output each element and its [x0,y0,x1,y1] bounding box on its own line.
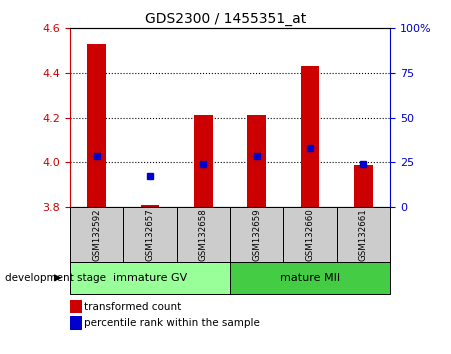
Text: development stage: development stage [5,273,106,283]
Bar [230,207,283,262]
Text: transformed count: transformed count [84,302,182,312]
Text: mature MII: mature MII [280,273,340,283]
Bar [247,115,266,207]
Bar [354,165,373,207]
Bar [337,207,390,262]
Bar [123,207,177,262]
Bar [194,115,213,207]
Bar [301,66,319,207]
Bar [70,262,230,294]
Text: GSM132659: GSM132659 [252,208,261,261]
Bar [87,44,106,207]
Text: GDS2300 / 1455351_at: GDS2300 / 1455351_at [145,12,306,27]
Text: GSM132657: GSM132657 [146,208,154,261]
Text: GSM132661: GSM132661 [359,208,368,261]
Bar [141,205,159,207]
Bar [230,262,390,294]
Text: percentile rank within the sample: percentile rank within the sample [84,318,260,328]
Bar [283,207,337,262]
Text: GSM132660: GSM132660 [306,208,314,261]
Bar [70,207,123,262]
Text: GSM132592: GSM132592 [92,208,101,261]
Text: GSM132658: GSM132658 [199,208,208,261]
Bar [70,300,82,313]
Bar [177,207,230,262]
Bar [70,316,82,330]
Text: immature GV: immature GV [113,273,187,283]
